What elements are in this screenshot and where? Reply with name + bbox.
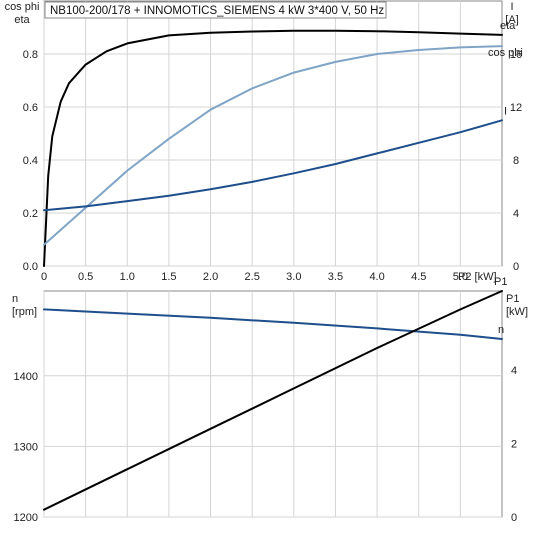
top-right-tick-label: 12 xyxy=(510,102,522,114)
top-plot-frame xyxy=(43,0,503,267)
top-x-tick-label: 1.5 xyxy=(161,271,176,283)
series-n-line xyxy=(43,308,503,340)
x-axis-label: P2 [kW] xyxy=(458,271,497,283)
bottom-left-axis-label-1: n xyxy=(12,293,18,305)
series-eta-label: eta xyxy=(500,20,516,32)
bottom-left-tick-label: 1200 xyxy=(14,512,38,524)
bottom-left-ticks: 1200 1300 1400 xyxy=(14,371,38,524)
bottom-series: n P1 xyxy=(43,276,507,511)
top-x-tick-label: 3.5 xyxy=(328,271,343,283)
top-right-tick-label: 8 xyxy=(513,155,519,167)
series-p1-line xyxy=(43,290,503,511)
bottom-right-tick-label: 4 xyxy=(511,365,517,377)
chart-title-box xyxy=(44,1,387,19)
top-left-tick-label: 0.8 xyxy=(23,49,38,61)
bottom-right-axis-label-2: [kW] xyxy=(506,306,528,318)
top-left-tick-label: 0.2 xyxy=(23,208,38,220)
top-x-tick-label: 2.5 xyxy=(245,271,260,283)
series-p1-label: P1 xyxy=(494,276,507,288)
top-right-tick-label: 0 xyxy=(513,261,519,273)
series-eta-line xyxy=(43,29,503,267)
top-x-tick-label: 0 xyxy=(41,271,47,283)
bottom-left-tick-label: 1300 xyxy=(14,441,38,453)
series-cos-phi-label: cos phi xyxy=(488,47,523,59)
bottom-right-tick-label: 0 xyxy=(511,512,517,524)
bottom-right-ticks: 0 2 4 xyxy=(511,365,517,524)
top-x-tick-label: 4.5 xyxy=(411,271,426,283)
chart-title: NB100-200/178 + INNOMOTICS_SIEMENS 4 kW … xyxy=(50,5,384,17)
top-x-tick-label: 2.0 xyxy=(203,271,218,283)
top-right-tick-label: 16 xyxy=(510,49,522,61)
series-i-line xyxy=(43,119,503,212)
series-cos-phi-line xyxy=(43,45,503,246)
top-left-tick-label: 0.0 xyxy=(23,261,38,273)
top-grid xyxy=(43,1,502,267)
series-n-label: n xyxy=(498,324,504,336)
top-x-ticks: 0 0.5 1.0 1.5 2.0 2.5 3.0 3.5 4.0 4.5 5.0 xyxy=(41,271,468,283)
top-left-ticks: 0.0 0.2 0.4 0.6 0.8 xyxy=(23,49,38,273)
top-left-axis-label-1: cos phi xyxy=(5,1,40,13)
top-x-tick-label: 4.0 xyxy=(369,271,384,283)
top-x-tick-label: 0.5 xyxy=(78,271,93,283)
bottom-plot-frame xyxy=(43,290,503,518)
top-left-axis-label-2: eta xyxy=(14,14,30,26)
top-left-tick-label: 0.4 xyxy=(23,155,38,167)
top-x-tick-label: 5.0 xyxy=(453,271,468,283)
bottom-grid xyxy=(43,291,502,518)
top-right-tick-label: 4 xyxy=(513,208,519,220)
bottom-left-tick-label: 1400 xyxy=(14,371,38,383)
top-series: eta cos phi I xyxy=(43,20,523,267)
bottom-right-axis-label-1: P1 xyxy=(506,293,519,305)
top-x-tick-label: 3.0 xyxy=(286,271,301,283)
top-left-tick-label: 0.6 xyxy=(23,102,38,114)
top-right-ticks: 0 4 8 12 16 xyxy=(510,49,522,273)
series-i-label: I xyxy=(504,105,507,117)
top-right-axis-label-1: I xyxy=(510,1,513,13)
bottom-panel: 1200 1300 1400 0 2 4 n P1 n [rpm] P1 [kW] xyxy=(12,276,528,524)
top-x-tick-label: 1.0 xyxy=(120,271,135,283)
top-panel: 0 0.5 1.0 1.5 2.0 2.5 3.0 3.5 4.0 4.5 5.0 0.00.20.… xyxy=(5,0,523,283)
top-right-axis-label-2: [A] xyxy=(505,14,518,26)
bottom-right-tick-label: 2 xyxy=(511,439,517,451)
bottom-left-axis-label-2: [rpm] xyxy=(12,306,37,318)
